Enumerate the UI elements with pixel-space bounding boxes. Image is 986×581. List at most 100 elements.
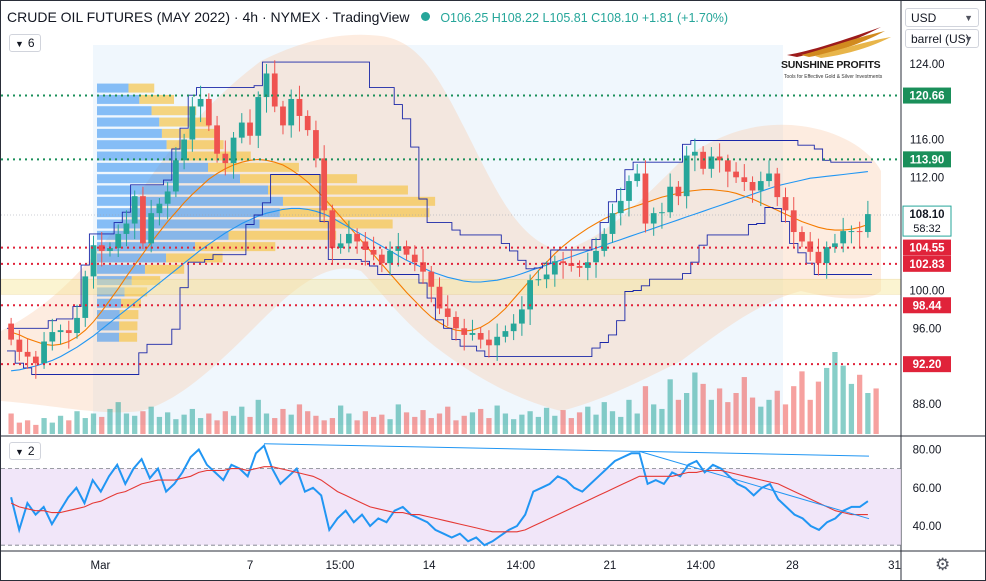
volume-bar bbox=[593, 414, 599, 434]
time-axis[interactable]: Mar 7 15:00 14 14:00 21 14:00 28 31 bbox=[91, 560, 901, 572]
volume-bar bbox=[527, 411, 533, 434]
volume-bar bbox=[305, 411, 311, 434]
candle-body bbox=[255, 97, 262, 136]
price-tick-label: 88.00 bbox=[913, 399, 942, 411]
volume-bar bbox=[486, 418, 492, 434]
volume-bar bbox=[461, 415, 467, 434]
volume-bar bbox=[560, 410, 566, 434]
volume-bar bbox=[165, 412, 171, 434]
current-price-tag bbox=[902, 205, 952, 237]
candle-body bbox=[617, 200, 624, 214]
volume-bar bbox=[403, 412, 410, 434]
indicator-collapse-button[interactable]: ▼ 6 bbox=[9, 34, 41, 52]
volume-bar bbox=[535, 416, 541, 434]
volume-bar bbox=[140, 411, 146, 434]
time-tick-label: 28 bbox=[786, 560, 799, 572]
volume-bar bbox=[626, 399, 632, 434]
price-axis[interactable]: 88.00 96.00 100.00 112.00 116.00 124.00 108.10… bbox=[902, 59, 952, 411]
candle-body bbox=[337, 243, 344, 249]
indicator-count: 6 bbox=[27, 36, 35, 50]
volume-bar bbox=[716, 388, 723, 434]
volume-bar bbox=[288, 414, 294, 434]
level-label: 98.44 bbox=[913, 300, 942, 312]
volume-bar bbox=[799, 371, 805, 434]
profile-bar bbox=[97, 264, 145, 274]
profile-bar bbox=[119, 332, 138, 342]
candle-body bbox=[115, 233, 122, 249]
candle-body bbox=[461, 328, 468, 335]
settings-gear-icon[interactable]: ⚙ bbox=[935, 555, 951, 574]
interval-label[interactable]: 4h bbox=[242, 9, 259, 25]
market-status-dot-icon bbox=[421, 12, 431, 21]
candle-body bbox=[659, 212, 665, 214]
profile-bar bbox=[97, 151, 182, 161]
candle-body bbox=[757, 181, 764, 191]
volume-bar bbox=[428, 418, 434, 434]
candle-body bbox=[650, 213, 657, 224]
profile-bar bbox=[119, 321, 138, 331]
candle-body bbox=[107, 248, 113, 251]
candle-body bbox=[832, 243, 838, 248]
candle-body bbox=[16, 339, 23, 352]
volume-bar bbox=[346, 413, 352, 434]
profile-bar bbox=[97, 106, 152, 116]
candle-body bbox=[57, 330, 64, 333]
candle-body bbox=[667, 186, 674, 213]
price-tick-label: 96.00 bbox=[913, 323, 942, 335]
candle-body bbox=[354, 233, 361, 242]
currency-select[interactable]: USD ▼ bbox=[905, 8, 979, 27]
support-zone bbox=[1, 278, 902, 295]
volume-bar bbox=[272, 418, 278, 434]
volume-bar bbox=[24, 420, 31, 434]
volume-bar bbox=[420, 410, 426, 434]
profile-bar bbox=[181, 151, 251, 161]
rsi-trendline bbox=[264, 443, 870, 457]
candle-body bbox=[601, 233, 608, 251]
volume-bar bbox=[543, 407, 550, 434]
level-label: 102.83 bbox=[909, 259, 944, 271]
candle-body bbox=[321, 158, 328, 211]
candle-body bbox=[856, 231, 863, 233]
symbol-title[interactable]: CRUDE OIL FUTURES (MAY 2022) bbox=[7, 9, 231, 25]
time-tick-label: 14:00 bbox=[686, 560, 715, 572]
rsi-collapse-button[interactable]: ▼ 2 bbox=[9, 442, 41, 460]
candle-body bbox=[123, 223, 130, 234]
time-tick-label: 14 bbox=[423, 560, 436, 572]
candle-body bbox=[49, 332, 56, 342]
unit-select[interactable]: barrel (US) ▼ bbox=[905, 29, 979, 48]
volume-bar bbox=[453, 420, 459, 434]
level-label: 104.55 bbox=[909, 243, 945, 255]
candle-body bbox=[82, 276, 89, 318]
candle-body bbox=[494, 336, 501, 346]
candle-body bbox=[609, 213, 616, 234]
candle-body bbox=[436, 286, 443, 309]
candle-body bbox=[502, 331, 509, 337]
profile-bar bbox=[97, 94, 140, 104]
candle-body bbox=[214, 125, 220, 154]
candle-body bbox=[156, 203, 163, 214]
profile-bar bbox=[259, 219, 393, 229]
level-label-box bbox=[903, 297, 951, 314]
volume-bar bbox=[667, 379, 673, 434]
time-tick-label: 14:00 bbox=[506, 560, 535, 572]
volume-bar bbox=[280, 408, 286, 434]
rsi-ma-line bbox=[10, 466, 868, 533]
candle-body bbox=[24, 351, 31, 357]
profile-bar bbox=[97, 298, 122, 308]
candle-body bbox=[535, 279, 542, 281]
volume-bar bbox=[387, 419, 393, 434]
volume-bar bbox=[354, 420, 360, 434]
volume-bar bbox=[107, 408, 113, 434]
candle-body bbox=[164, 191, 171, 204]
time-tick-label: Mar bbox=[91, 560, 111, 572]
volume-bar bbox=[49, 422, 55, 434]
level-label: 92.20 bbox=[913, 359, 942, 371]
profile-bar bbox=[97, 128, 162, 138]
candle-body bbox=[527, 280, 534, 310]
candle-body bbox=[428, 271, 435, 287]
donchian-upper-line bbox=[7, 61, 872, 329]
volume-bar bbox=[379, 414, 385, 434]
level-label-box bbox=[903, 255, 951, 272]
volume-bar bbox=[585, 406, 591, 434]
